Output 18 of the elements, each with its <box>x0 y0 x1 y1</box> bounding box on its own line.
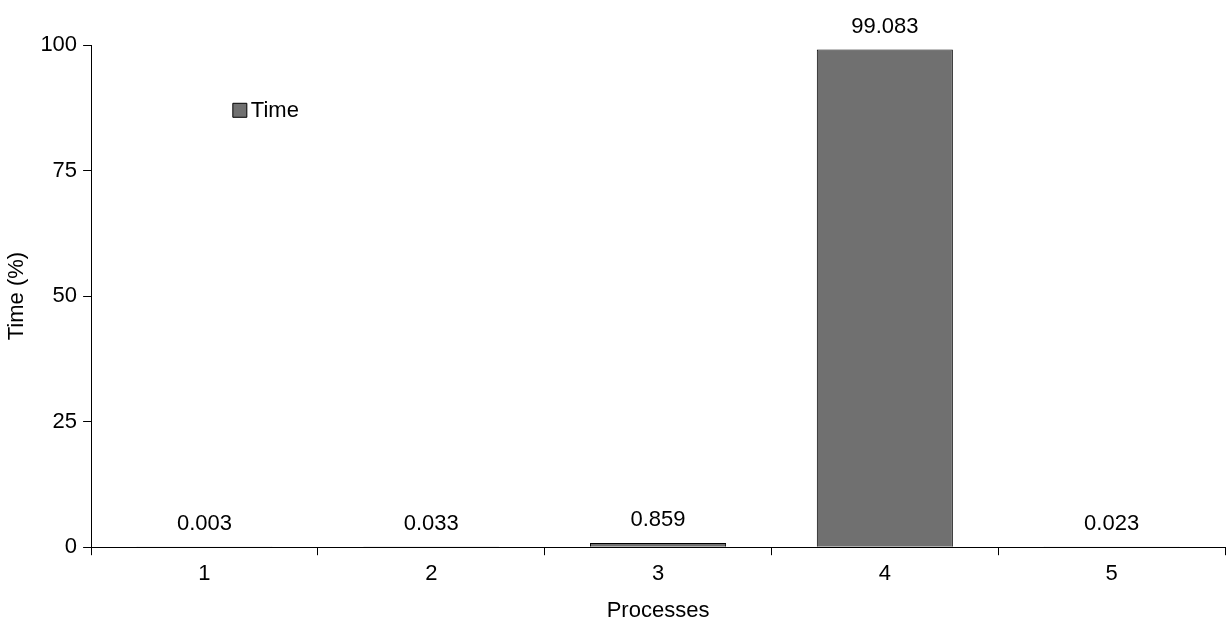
y-tick-label: 100 <box>40 31 78 57</box>
data-label: 99.083 <box>851 12 919 38</box>
x-axis-title: Processes <box>606 596 710 622</box>
data-label: 0.003 <box>176 510 233 536</box>
y-tick-label: 75 <box>52 156 78 182</box>
x-tick-label: 2 <box>425 560 438 586</box>
data-label: 0.023 <box>1084 510 1140 536</box>
y-axis-title: Time (%) <box>3 251 29 341</box>
x-tick-label: 5 <box>1105 560 1118 586</box>
y-tick-label: 0 <box>64 533 78 559</box>
data-label: 0.033 <box>403 510 459 536</box>
y-tick-label: 50 <box>52 282 78 308</box>
data-label: 0.859 <box>630 505 686 531</box>
y-tick-label: 25 <box>52 407 78 433</box>
x-tick-label: 4 <box>878 560 891 586</box>
x-tick-label: 1 <box>198 560 211 586</box>
legend-label: Time <box>250 97 299 123</box>
x-tick-label: 3 <box>651 560 665 586</box>
